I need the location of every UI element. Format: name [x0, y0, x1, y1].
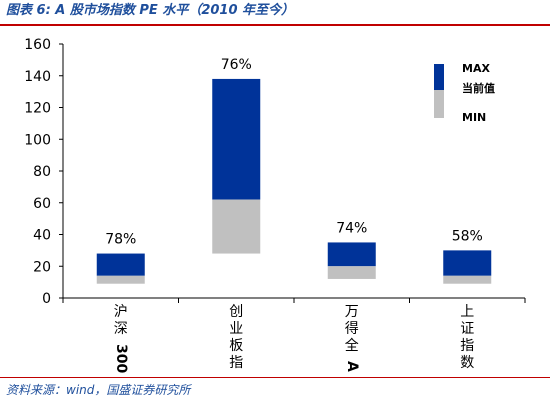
x-category-label-char: 得 — [345, 320, 359, 337]
bar-upper-segment — [327, 242, 376, 267]
bars-layer — [96, 78, 492, 284]
x-category-label-char: 上 — [460, 304, 474, 320]
y-tick-label: 100 — [24, 132, 51, 148]
bar-upper-segment — [96, 253, 145, 276]
bar-data-label: 76% — [221, 57, 252, 73]
footer-rule — [0, 377, 550, 378]
bar-lower-segment — [96, 275, 145, 284]
y-tick-label: 140 — [24, 69, 51, 85]
legend-swatch-lower — [434, 90, 444, 118]
y-tick-label: 80 — [33, 164, 51, 180]
bar-data-label: 74% — [336, 220, 367, 236]
bar-upper-segment — [212, 78, 261, 200]
legend-label: MAX — [462, 62, 490, 75]
bar-lower-segment — [327, 266, 376, 279]
bar-upper-segment — [443, 250, 492, 276]
y-tick-label: 160 — [24, 37, 51, 53]
legend-label: 当前值 — [462, 81, 495, 95]
legend-swatch-upper — [434, 64, 444, 90]
header-rule — [0, 24, 550, 26]
x-category-label-char: 证 — [460, 321, 474, 337]
x-category-label-char: 万 — [345, 304, 359, 320]
x-category-label-char: 沪 — [114, 304, 128, 320]
x-category-label-char: 全 — [345, 337, 359, 354]
x-category-label-char: 数 — [460, 355, 474, 371]
axis-layer: 0 20 40 60 80 100 120 140 160 — [24, 37, 526, 307]
x-category-label-char: 板 — [229, 338, 243, 354]
x-category-label: 沪深 300 — [113, 304, 129, 373]
x-category-label-char: 业 — [229, 321, 243, 337]
bar-data-label: 78% — [105, 232, 136, 248]
y-tick-label: 40 — [33, 228, 51, 244]
legend: MAX 当前值 MIN — [434, 62, 495, 124]
bar-lower-segment — [443, 275, 492, 284]
y-tick-label: 20 — [33, 259, 51, 275]
y-tick-label: 0 — [42, 291, 51, 307]
x-category-label-part: 300 — [113, 344, 129, 373]
y-tick-label: 120 — [24, 101, 51, 117]
x-category-label-part: A — [344, 361, 360, 372]
source-note: 资料来源：wind，国盛证券研究所 — [6, 383, 191, 397]
legend-label: MIN — [462, 111, 486, 124]
x-category-label-char: 创 — [229, 304, 243, 320]
x-category-label-char: 深 — [114, 321, 128, 337]
bar-lower-segment — [212, 199, 261, 254]
x-category-label-char: 指 — [460, 338, 474, 354]
chart-title: 图表 6: A 股市场指数 PE 水平（2010 年至今） — [6, 3, 295, 18]
x-category-label-char: 指 — [229, 355, 243, 371]
y-tick-label: 60 — [33, 196, 51, 212]
bar-data-label: 58% — [452, 228, 483, 244]
